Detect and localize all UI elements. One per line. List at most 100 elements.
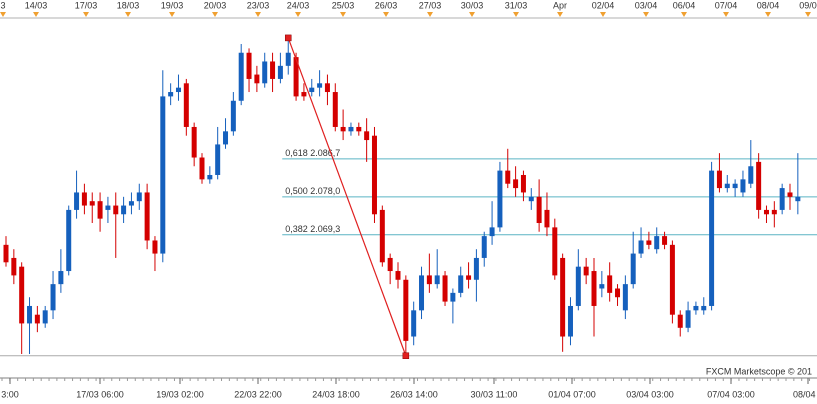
candle-body xyxy=(434,275,440,285)
candle-body xyxy=(340,126,346,132)
candle-body xyxy=(270,61,276,79)
candle-body xyxy=(97,201,103,219)
top-axis-marker xyxy=(643,12,649,17)
top-axis-label: 30/03 xyxy=(461,0,484,10)
candle-body xyxy=(763,209,769,215)
candle-body xyxy=(254,74,260,84)
candle-body xyxy=(669,244,675,315)
candle-body xyxy=(136,192,142,202)
candle-body xyxy=(662,236,668,245)
top-axis-label: 26/03 xyxy=(375,0,398,10)
top-axis-label: 3 xyxy=(0,0,5,10)
candle-body xyxy=(473,257,479,280)
candle-body xyxy=(544,209,550,228)
top-axis-marker xyxy=(83,12,89,17)
watermark: FXCM Marketscope © 201 xyxy=(706,366,812,376)
candle-body xyxy=(403,279,409,341)
candle-body xyxy=(285,52,291,66)
top-axis-marker xyxy=(513,12,519,17)
candle-body xyxy=(160,96,166,254)
top-axis-label: 07/04 xyxy=(715,0,738,10)
bottom-axis-label: 19/03 02:00 xyxy=(156,389,204,399)
top-axis-marker xyxy=(427,12,433,17)
candle-body xyxy=(411,310,417,337)
top-axis-marker xyxy=(255,12,261,17)
bottom-axis-label: 22/03 22:00 xyxy=(234,389,282,399)
candle-body xyxy=(348,126,354,132)
bottom-axis-label: 26/03 14:00 xyxy=(390,389,438,399)
top-axis-marker xyxy=(340,12,346,17)
candle-body xyxy=(724,183,730,189)
candle-body xyxy=(520,174,526,193)
candle-body xyxy=(646,240,652,245)
bottom-axis-label: 24/03 18:00 xyxy=(312,389,360,399)
top-axis-label: 25/03 xyxy=(332,0,355,10)
candle-body xyxy=(246,52,252,79)
top-axis-marker xyxy=(723,12,729,17)
fib-level-label: 0,382 2.069,3 xyxy=(285,224,340,234)
candle-body xyxy=(121,205,127,215)
top-axis-label: 18/03 xyxy=(117,0,140,10)
candle-body xyxy=(709,170,715,306)
candle-body xyxy=(34,314,40,324)
candle-body xyxy=(787,192,793,197)
candle-body xyxy=(50,284,56,311)
top-axis-marker xyxy=(681,12,687,17)
candle-body xyxy=(771,209,777,215)
fib-trend-line xyxy=(287,37,407,356)
candle-body xyxy=(262,61,268,84)
bottom-axis-label: 03/04 03:00 xyxy=(626,389,674,399)
top-axis-label: Apr xyxy=(553,0,567,10)
candle-body xyxy=(230,100,236,132)
candle-body xyxy=(152,240,158,254)
candle-body xyxy=(324,83,330,93)
candle-body xyxy=(144,192,150,241)
top-axis-label: 02/04 xyxy=(592,0,615,10)
candle-body xyxy=(693,305,699,311)
top-axis-label: 03/04 xyxy=(635,0,658,10)
candle-body xyxy=(207,174,213,180)
candle-body xyxy=(387,257,393,272)
candle-body xyxy=(19,266,25,324)
candle-body xyxy=(536,196,542,224)
candle-body xyxy=(450,292,456,302)
top-axis-label: 14/03 xyxy=(25,0,48,10)
candle-body xyxy=(309,87,315,93)
candle-body xyxy=(716,170,722,189)
candle-body xyxy=(599,284,605,289)
top-axis-label: 23/03 xyxy=(247,0,270,10)
candle-body xyxy=(371,135,377,215)
candle-body xyxy=(497,170,503,228)
candle-body xyxy=(58,271,64,285)
candle-body xyxy=(779,188,785,210)
top-axis-marker xyxy=(383,12,389,17)
candle-body xyxy=(622,284,628,311)
candle-body xyxy=(11,257,17,276)
candle-body xyxy=(748,166,754,184)
candle-body xyxy=(27,305,33,324)
fib-level-label: 0,618 2.086,7 xyxy=(285,148,340,158)
top-axis-label: 20/03 xyxy=(204,0,227,10)
candle-body xyxy=(560,257,566,337)
top-axis-marker xyxy=(295,12,301,17)
bottom-axis-label: 3:00 xyxy=(1,389,19,399)
candle-body xyxy=(426,275,432,285)
candle-body xyxy=(615,288,621,298)
candle-body xyxy=(183,83,189,127)
candle-body xyxy=(105,205,111,210)
candle-body xyxy=(223,131,229,145)
fib-anchor xyxy=(402,352,410,359)
top-axis-marker xyxy=(600,12,606,17)
bottom-axis-label: 07/04 03:00 xyxy=(707,389,755,399)
candle-body xyxy=(277,65,283,79)
candle-body xyxy=(3,244,9,263)
top-axis-label: 08/04 xyxy=(757,0,780,10)
candle-body xyxy=(458,275,464,293)
candle-body xyxy=(505,170,511,184)
candle-body xyxy=(638,240,644,254)
candle-body xyxy=(489,227,495,237)
fib-level-label: 0,500 2.078,0 xyxy=(285,186,340,196)
candle-body xyxy=(607,275,613,293)
